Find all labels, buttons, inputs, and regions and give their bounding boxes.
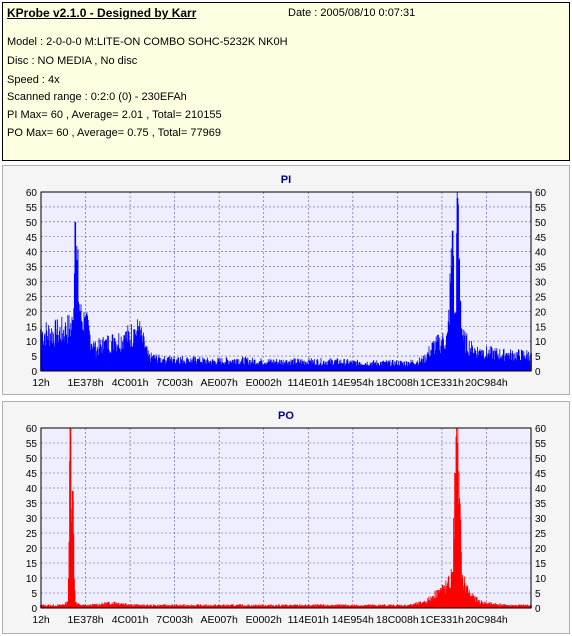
- po-y-tick-right: 35: [535, 499, 547, 510]
- pi-x-tick-label: 18C008h: [376, 377, 419, 389]
- pi-y-tick-left: 0: [31, 367, 37, 378]
- po-chart-panel: PO 0 0 5 5 10 10 15 15 20 20 25 25 30 30 35 35 40 40 45 45 50…: [2, 401, 570, 634]
- po-x-tick-label: 114E01h: [288, 614, 329, 626]
- po-y-tick-right: 15: [535, 559, 547, 570]
- pi-y-tick-left: 60: [26, 188, 38, 199]
- pi-y-tick-left: 35: [26, 263, 38, 274]
- po-y-tick-right: 10: [535, 574, 547, 585]
- pi-y-tick-left: 50: [26, 218, 38, 229]
- pi-y-tick-right: 5: [535, 352, 541, 363]
- po-x-tick-label: 18C008h: [376, 614, 419, 626]
- po-y-tick-right: 40: [535, 484, 547, 495]
- po-series-bars: [41, 428, 531, 608]
- po-x-tick-label: 1CE331h: [420, 614, 464, 626]
- po-y-tick-right: 5: [535, 589, 541, 600]
- po-y-tick-left: 55: [26, 439, 38, 450]
- pi-x-tick-label: 7C003h: [156, 377, 193, 389]
- po-y-tick-left: 50: [26, 454, 38, 465]
- po-y-tick-left: 20: [26, 544, 38, 555]
- pi-chart-title: PI: [281, 174, 291, 186]
- po-y-tick-left: 0: [31, 604, 37, 615]
- disc-line: Disc : NO MEDIA , No disc: [7, 55, 138, 67]
- pi-y-tick-right: 60: [535, 188, 547, 199]
- po-y-tick-left: 35: [26, 499, 38, 510]
- pi-y-tick-right: 40: [535, 248, 547, 259]
- po-y-tick-right: 0: [535, 604, 541, 615]
- pi-x-tick-label: 1E378h: [67, 377, 103, 389]
- po-y-tick-right: 55: [535, 439, 547, 450]
- pi-y-tick-right: 45: [535, 233, 547, 244]
- pi-y-tick-right: 20: [535, 307, 547, 318]
- pi-y-tick-right: 30: [535, 278, 547, 289]
- pi-x-tick-label: 4C001h: [112, 377, 149, 389]
- po-plot-border: [40, 427, 532, 609]
- po-x-tick-label: 4C001h: [112, 614, 149, 626]
- pi-plot-border: [40, 191, 532, 372]
- pi-y-tick-right: 35: [535, 263, 547, 274]
- po-y-tick-left: 60: [26, 424, 38, 435]
- pi-x-tick-label: 1CE331h: [420, 377, 464, 389]
- pi-y-tick-right: 25: [535, 292, 547, 303]
- pi-y-tick-right: 15: [535, 322, 547, 333]
- po-x-tick-label: AE007h: [200, 614, 238, 626]
- pi-x-tick-label: 14E954h: [332, 377, 374, 389]
- po-y-tick-left: 40: [26, 484, 38, 495]
- po-x-tick-label: E0002h: [246, 614, 282, 626]
- pi-y-tick-left: 20: [26, 307, 38, 318]
- po-y-tick-left: 25: [26, 529, 38, 540]
- pi-y-tick-left: 5: [31, 352, 37, 363]
- po-y-tick-right: 25: [535, 529, 547, 540]
- po-y-tick-right: 45: [535, 469, 547, 480]
- pi-y-tick-left: 15: [26, 322, 38, 333]
- po-y-tick-left: 10: [26, 574, 38, 585]
- po-y-tick-left: 30: [26, 514, 38, 525]
- po-y-tick-right: 50: [535, 454, 547, 465]
- po-chart-title: PO: [278, 410, 294, 422]
- po-x-tick-label: 7C003h: [156, 614, 193, 626]
- speed-line: Speed : 4x: [7, 74, 60, 86]
- pi-x-tick-label: 114E01h: [288, 377, 329, 389]
- pi-y-tick-right: 50: [535, 218, 547, 229]
- po-y-tick-left: 15: [26, 559, 38, 570]
- po-x-tick-label: 14E954h: [332, 614, 374, 626]
- po-y-tick-right: 30: [535, 514, 547, 525]
- po-x-tick-label: 20C984h: [465, 614, 508, 626]
- po-x-tick-label: 12h: [32, 614, 50, 626]
- pi-y-tick-right: 10: [535, 337, 547, 348]
- po-y-tick-left: 45: [26, 469, 38, 480]
- pi-chart-panel: PI 0 0 5 5 10 10 15 15 20 20 25 25 30 30 35 35 40 40 45 45 50…: [2, 165, 570, 395]
- pi-x-tick-label: E0002h: [246, 377, 282, 389]
- pi-y-tick-left: 25: [26, 292, 38, 303]
- po-x-tick-label: 1E378h: [67, 614, 103, 626]
- info-panel: KProbe v2.1.0 - Designed by Karr Date : …: [2, 2, 570, 161]
- pi-x-tick-label: AE007h: [200, 377, 238, 389]
- pi-y-tick-left: 10: [26, 337, 38, 348]
- pi-y-tick-left: 30: [26, 278, 38, 289]
- pi-x-tick-label: 12h: [32, 377, 50, 389]
- pi-y-tick-right: 0: [535, 367, 541, 378]
- scan-date: Date : 2005/08/10 0:07:31: [288, 7, 416, 19]
- pi-x-tick-label: 20C984h: [465, 377, 508, 389]
- scanned-range-line: Scanned range : 0:2:0 (0) - 230EFAh: [7, 91, 187, 103]
- model-line: Model : 2-0-0-0 M:LITE-ON COMBO SOHC-523…: [7, 36, 288, 48]
- app-title: KProbe v2.1.0 - Designed by Karr: [7, 6, 197, 20]
- pi-summary-line: PI Max= 60 , Average= 2.01 , Total= 2101…: [7, 109, 222, 121]
- pi-y-tick-left: 45: [26, 233, 38, 244]
- pi-y-tick-left: 40: [26, 248, 38, 259]
- po-y-tick-right: 60: [535, 424, 547, 435]
- po-y-tick-right: 20: [535, 544, 547, 555]
- pi-y-tick-left: 55: [26, 203, 38, 214]
- po-summary-line: PO Max= 60 , Average= 0.75 , Total= 7796…: [7, 127, 221, 139]
- pi-y-tick-right: 55: [535, 203, 547, 214]
- po-y-tick-left: 5: [31, 589, 37, 600]
- po-series: [40, 428, 532, 608]
- pi-series-bars: [41, 192, 531, 371]
